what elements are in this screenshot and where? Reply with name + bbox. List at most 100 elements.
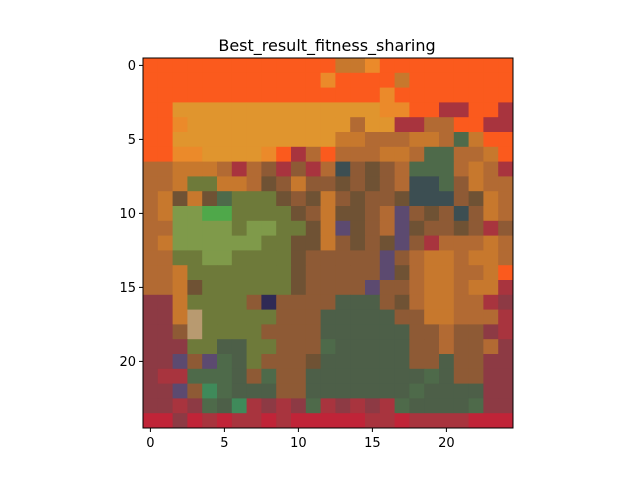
heatmap-cell	[394, 117, 410, 133]
heatmap-cell	[468, 354, 484, 370]
heatmap-cell	[246, 235, 262, 251]
heatmap-cell	[394, 87, 410, 103]
heatmap-cell	[379, 280, 395, 296]
heatmap-cell	[498, 72, 514, 88]
heatmap-cell	[379, 132, 395, 148]
heatmap-cell	[439, 87, 455, 103]
heatmap-cell	[305, 102, 321, 118]
heatmap-cell	[439, 354, 455, 370]
heatmap-cell	[276, 146, 292, 162]
heatmap-cell	[365, 146, 381, 162]
heatmap-cell	[483, 206, 499, 222]
heatmap-cell	[498, 294, 514, 310]
heatmap-cell	[157, 250, 173, 266]
heatmap-cell	[217, 220, 233, 236]
heatmap-cell	[409, 176, 425, 192]
heatmap-cell	[498, 206, 514, 222]
heatmap-cell	[320, 132, 336, 148]
heatmap-cell	[365, 413, 381, 429]
heatmap-cell	[350, 413, 366, 429]
heatmap-cell	[424, 398, 440, 414]
heatmap-cell	[261, 117, 277, 133]
heatmap-cell	[335, 176, 351, 192]
heatmap-cell	[365, 309, 381, 325]
heatmap-cell	[468, 368, 484, 384]
heatmap-cell	[320, 146, 336, 162]
heatmap-cell	[379, 324, 395, 340]
heatmap-cell	[217, 265, 233, 281]
heatmap-cell	[320, 294, 336, 310]
heatmap-cell	[172, 191, 188, 207]
heatmap-cell	[453, 176, 469, 192]
y-tick-label: 20	[119, 355, 136, 370]
heatmap-cell	[143, 117, 159, 133]
heatmap-cell	[172, 368, 188, 384]
heatmap-cell	[143, 72, 159, 88]
heatmap-cell	[379, 398, 395, 414]
heatmap-cell	[394, 294, 410, 310]
heatmap-cell	[231, 87, 247, 103]
heatmap-cell	[439, 398, 455, 414]
heatmap-cell	[172, 413, 188, 429]
x-tick-label: 10	[290, 436, 307, 451]
heatmap-cell	[217, 250, 233, 266]
heatmap-cell	[424, 117, 440, 133]
heatmap-cell	[379, 87, 395, 103]
heatmap-cell	[365, 220, 381, 236]
heatmap-cell	[305, 309, 321, 325]
heatmap-cell	[483, 220, 499, 236]
heatmap-cell	[453, 132, 469, 148]
heatmap-cell	[231, 413, 247, 429]
heatmap-cell	[276, 58, 292, 74]
heatmap-cell	[394, 280, 410, 296]
heatmap-cell	[379, 161, 395, 177]
heatmap-cell	[187, 250, 203, 266]
heatmap-cell	[172, 58, 188, 74]
heatmap-cell	[217, 413, 233, 429]
heatmap-cell	[453, 72, 469, 88]
heatmap-cell	[291, 309, 307, 325]
heatmap-cell	[231, 324, 247, 340]
heatmap-cell	[453, 250, 469, 266]
heatmap-cell	[498, 146, 514, 162]
heatmap-cell	[172, 176, 188, 192]
heatmap-cell	[276, 280, 292, 296]
heatmap-cell	[305, 250, 321, 266]
heatmap-cell	[305, 235, 321, 251]
heatmap-cell	[320, 161, 336, 177]
heatmap-cell	[424, 132, 440, 148]
heatmap-cell	[231, 368, 247, 384]
heatmap-cell	[305, 280, 321, 296]
heatmap-cell	[483, 398, 499, 414]
heatmap-cell	[439, 161, 455, 177]
heatmap-cell	[157, 383, 173, 399]
heatmap-cell	[483, 161, 499, 177]
heatmap-cell	[187, 132, 203, 148]
heatmap-cell	[261, 220, 277, 236]
heatmap-cell	[202, 398, 218, 414]
heatmap-cell	[261, 250, 277, 266]
heatmap-cell	[157, 294, 173, 310]
heatmap-cell	[468, 324, 484, 340]
heatmap-cell	[187, 161, 203, 177]
heatmap-cell	[498, 87, 514, 103]
heatmap-cell	[276, 235, 292, 251]
heatmap-cell	[276, 102, 292, 118]
heatmap-cell	[305, 132, 321, 148]
heatmap-cell	[468, 117, 484, 133]
heatmap-cell	[320, 176, 336, 192]
heatmap-cell	[424, 146, 440, 162]
heatmap-cell	[320, 280, 336, 296]
heatmap-cell	[379, 383, 395, 399]
heatmap-cell	[231, 146, 247, 162]
heatmap-cell	[483, 265, 499, 281]
heatmap-cell	[291, 398, 307, 414]
heatmap-cell	[335, 309, 351, 325]
heatmap-cell	[157, 176, 173, 192]
heatmap-cell	[187, 58, 203, 74]
heatmap-cell	[261, 132, 277, 148]
heatmap-cell	[305, 265, 321, 281]
heatmap-cell	[409, 220, 425, 236]
heatmap-cell	[453, 117, 469, 133]
heatmap-cell	[291, 280, 307, 296]
